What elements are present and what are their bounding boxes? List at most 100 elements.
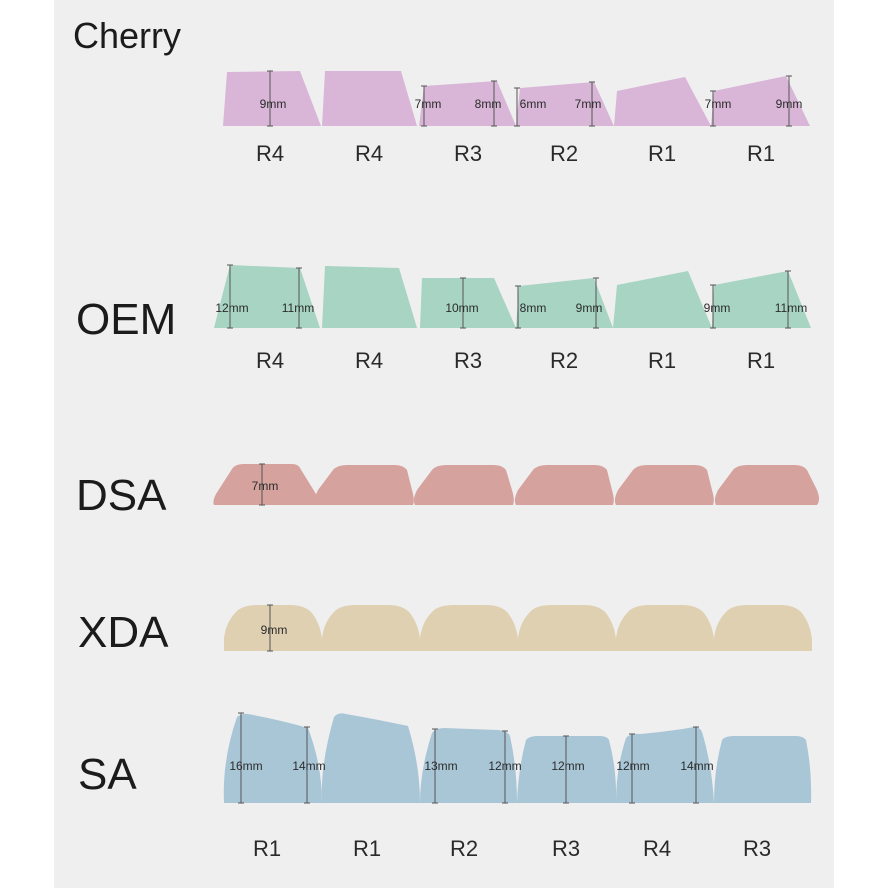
oem-keycap-4 <box>516 278 613 328</box>
oem-measurement-marker: 11mm <box>282 267 314 329</box>
sa-measurement-marker: 14mm <box>292 726 326 804</box>
oem-measurement-label: 12mm <box>215 301 248 315</box>
oem-measurement-label: 8mm <box>520 301 547 315</box>
sa-row-label: R4 <box>642 836 672 861</box>
sa-row-label: R1 <box>352 836 382 861</box>
oem-measurement-label: 11mm <box>775 301 807 315</box>
xda-keycap-5 <box>616 605 714 651</box>
cherry-measurement-marker: 8mm <box>475 80 502 127</box>
sa-keycap-6 <box>714 736 812 803</box>
cherry-keycap-6 <box>711 76 810 126</box>
oem-keycap-6 <box>712 271 811 328</box>
sa-measurement-label: 12mm <box>551 759 584 773</box>
dsa-keycap-2 <box>314 465 414 505</box>
cherry-row-label: R4 <box>255 141 285 166</box>
dsa-keycap-6 <box>714 465 819 505</box>
cherry-measurement-marker: 9mm <box>776 75 803 127</box>
profile-name-sa: SA <box>78 750 137 799</box>
cherry-measurement-marker: 7mm <box>705 90 732 127</box>
sa-measurement-label: 12mm <box>488 759 521 773</box>
cherry-measurement-marker: 6mm <box>514 87 547 127</box>
oem-keycap-2 <box>322 266 417 328</box>
oem-measurement-marker: 9mm <box>704 284 731 329</box>
sa-measurement-label: 14mm <box>680 759 713 773</box>
oem-keycap-5 <box>613 271 712 328</box>
xda-measurement-label: 9mm <box>261 623 288 637</box>
dsa-keycap-4 <box>514 465 614 505</box>
oem-row-label: R1 <box>647 348 677 373</box>
dsa-keycap-1 <box>213 464 318 505</box>
cherry-measurement-label: 6mm <box>520 97 547 111</box>
profile-group-xda: 9mm <box>224 604 812 652</box>
profile-group-cherry: 9mm 7mm 8mm 6mm 7mm 7mm 9mm <box>223 70 810 127</box>
cherry-measurement-label: 8mm <box>475 97 502 111</box>
profile-group-oem: 12mm 11mm 10mm 8mm 9mm 9mm 11mm <box>214 264 811 329</box>
sa-row-label: R3 <box>742 836 772 861</box>
cherry-measurement-marker: 7mm <box>415 85 442 127</box>
dsa-measurement-label: 7mm <box>252 479 279 493</box>
dsa-keycap-3 <box>413 465 514 505</box>
cherry-keycap-3 <box>419 81 516 126</box>
sa-keycap-3 <box>420 728 517 803</box>
oem-row-label: R4 <box>354 348 384 373</box>
xda-keycap-2 <box>322 605 420 651</box>
oem-keycap-1 <box>214 265 320 328</box>
cherry-measurement-marker: 9mm <box>260 70 287 127</box>
sa-row-label: R1 <box>252 836 282 861</box>
oem-measurement-label: 9mm <box>576 301 603 315</box>
sa-keycap-4 <box>517 736 617 803</box>
profile-name-oem: OEM <box>76 295 177 344</box>
sa-measurement-marker: 14mm <box>680 726 714 804</box>
oem-keycap-3 <box>420 278 516 328</box>
xda-keycap-1 <box>224 605 322 651</box>
oem-row-label: R4 <box>255 348 285 373</box>
profile-name-dsa: DSA <box>76 471 167 520</box>
oem-row-label: R3 <box>453 348 483 373</box>
oem-row-label: R1 <box>746 348 776 373</box>
oem-measurement-label: 10mm <box>445 301 478 315</box>
cherry-measurement-label: 9mm <box>260 97 287 111</box>
profile-group-dsa: 7mm <box>213 463 819 506</box>
profile-name-cherry: Cherry <box>73 15 182 56</box>
cherry-keycap-2 <box>322 71 417 126</box>
sa-measurement-marker: 16mm <box>229 712 263 804</box>
oem-row-label: R2 <box>549 348 579 373</box>
xda-keycap-6 <box>714 605 812 651</box>
sa-row-label: R2 <box>449 836 479 861</box>
sa-measurement-marker: 12mm <box>616 733 650 804</box>
profile-group-sa: 16mm 14mm 13mm 12mm 12mm 12mm 14mm <box>223 712 812 804</box>
cherry-measurement-label: 7mm <box>415 97 442 111</box>
cherry-measurement-label: 7mm <box>705 97 732 111</box>
sa-keycap-5 <box>616 727 714 803</box>
cherry-keycap-1 <box>223 71 321 126</box>
oem-measurement-marker: 11mm <box>775 270 807 329</box>
profile-name-xda: XDA <box>78 608 169 657</box>
sa-measurement-marker: 13mm <box>424 728 458 804</box>
oem-measurement-marker: 12mm <box>215 264 249 329</box>
sa-measurement-label: 14mm <box>292 759 325 773</box>
oem-measurement-marker: 9mm <box>576 277 603 329</box>
oem-measurement-marker: 10mm <box>445 277 479 329</box>
dsa-keycap-5 <box>614 465 714 505</box>
sa-measurement-marker: 12mm <box>488 730 522 804</box>
sa-measurement-label: 16mm <box>229 759 262 773</box>
xda-measurement-marker: 9mm <box>261 604 288 652</box>
cherry-row-label: R1 <box>746 141 776 166</box>
sa-measurement-marker: 12mm <box>551 735 585 804</box>
cherry-measurement-label: 9mm <box>776 97 803 111</box>
sa-keycap-1 <box>223 713 322 803</box>
cherry-row-label: R4 <box>354 141 384 166</box>
cherry-keycap-4 <box>516 82 614 126</box>
cherry-row-label: R1 <box>647 141 677 166</box>
dsa-measurement-marker: 7mm <box>252 463 279 506</box>
sa-row-label: R3 <box>551 836 581 861</box>
oem-measurement-marker: 8mm <box>515 285 547 329</box>
cherry-keycap-5 <box>614 77 711 126</box>
cherry-measurement-label: 7mm <box>575 97 602 111</box>
sa-measurement-label: 13mm <box>424 759 457 773</box>
xda-keycap-4 <box>518 605 616 651</box>
sa-keycap-2 <box>321 713 420 803</box>
oem-measurement-label: 9mm <box>704 301 731 315</box>
